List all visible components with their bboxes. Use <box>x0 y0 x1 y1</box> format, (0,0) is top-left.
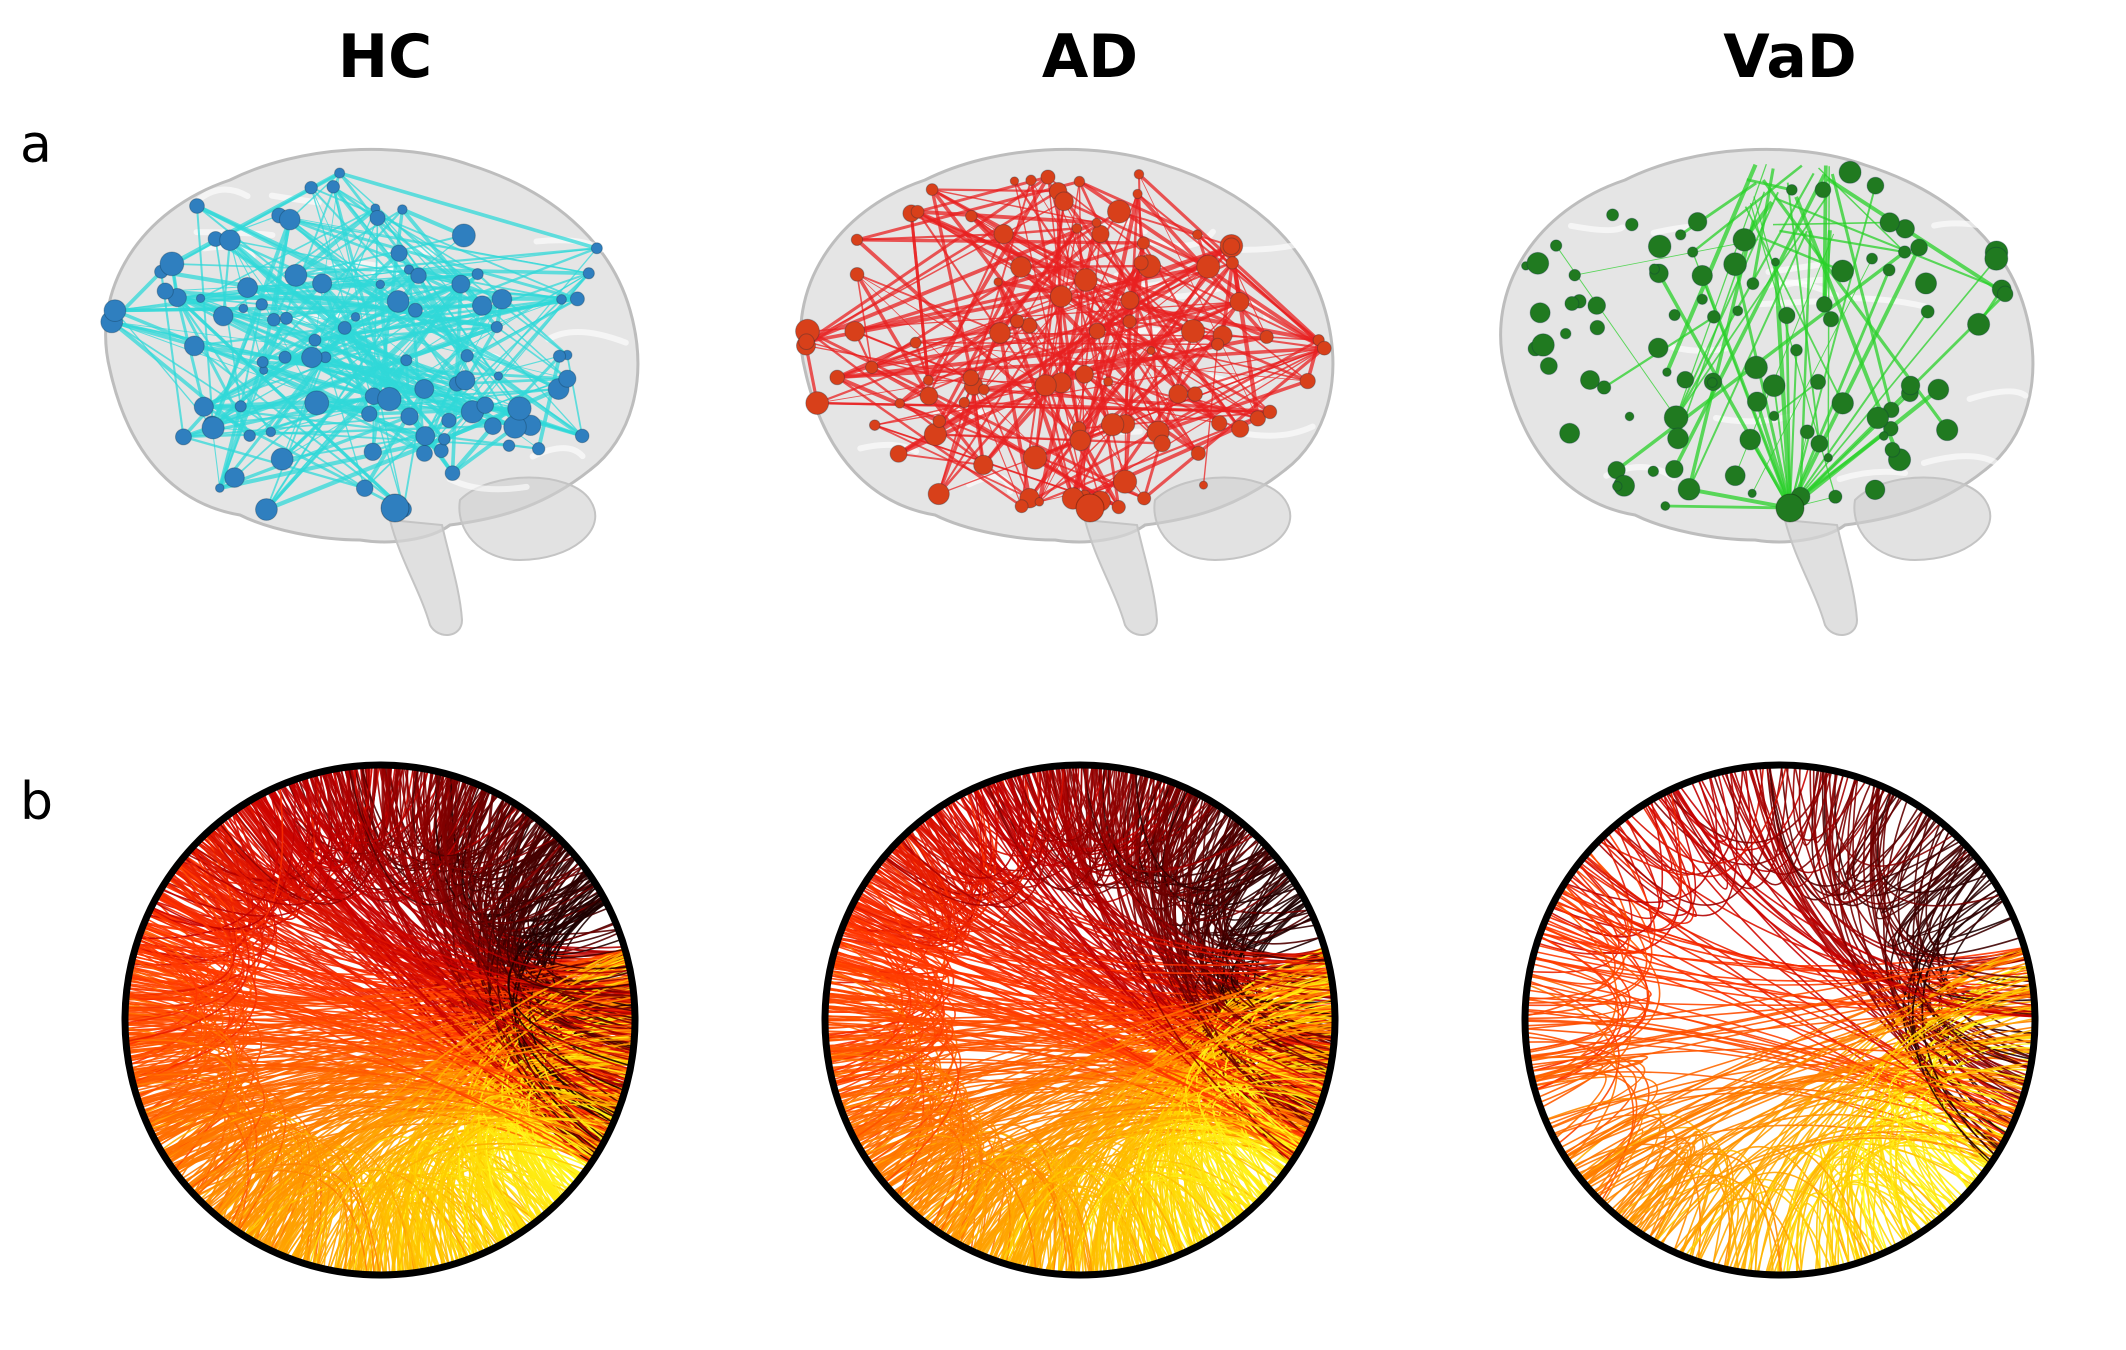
connectogram-panel-hc <box>115 755 645 1285</box>
network-nodes <box>795 168 1332 523</box>
circle-border <box>1521 761 2039 1279</box>
connectogram-panel-vad <box>1515 755 2045 1285</box>
brain-panel-vad <box>1465 120 2065 640</box>
brain-panel-hc <box>70 120 670 640</box>
circle-border <box>121 761 639 1279</box>
brain-network-hc <box>100 147 640 636</box>
connectogram-panel-ad <box>815 755 1345 1285</box>
chord-edges <box>124 764 636 1276</box>
brain-network-vad <box>1499 147 2035 636</box>
connectogram-hc <box>121 761 639 1279</box>
row-label-b: b <box>20 772 54 832</box>
network-nodes <box>100 167 603 523</box>
connectogram-ad <box>821 761 1339 1279</box>
brain-panel-ad <box>765 120 1365 640</box>
title-hc: HC <box>337 22 433 92</box>
chord-edges <box>1524 764 2036 1276</box>
row-label-a: a <box>20 115 52 175</box>
brain-network-ad <box>795 147 1335 636</box>
title-vad: VaD <box>1723 22 1857 92</box>
connectogram-vad <box>1521 761 2039 1279</box>
title-ad: AD <box>1041 22 1139 92</box>
circle-border <box>821 761 1339 1279</box>
chord-edges <box>824 764 1336 1276</box>
network-nodes <box>1521 160 2014 523</box>
